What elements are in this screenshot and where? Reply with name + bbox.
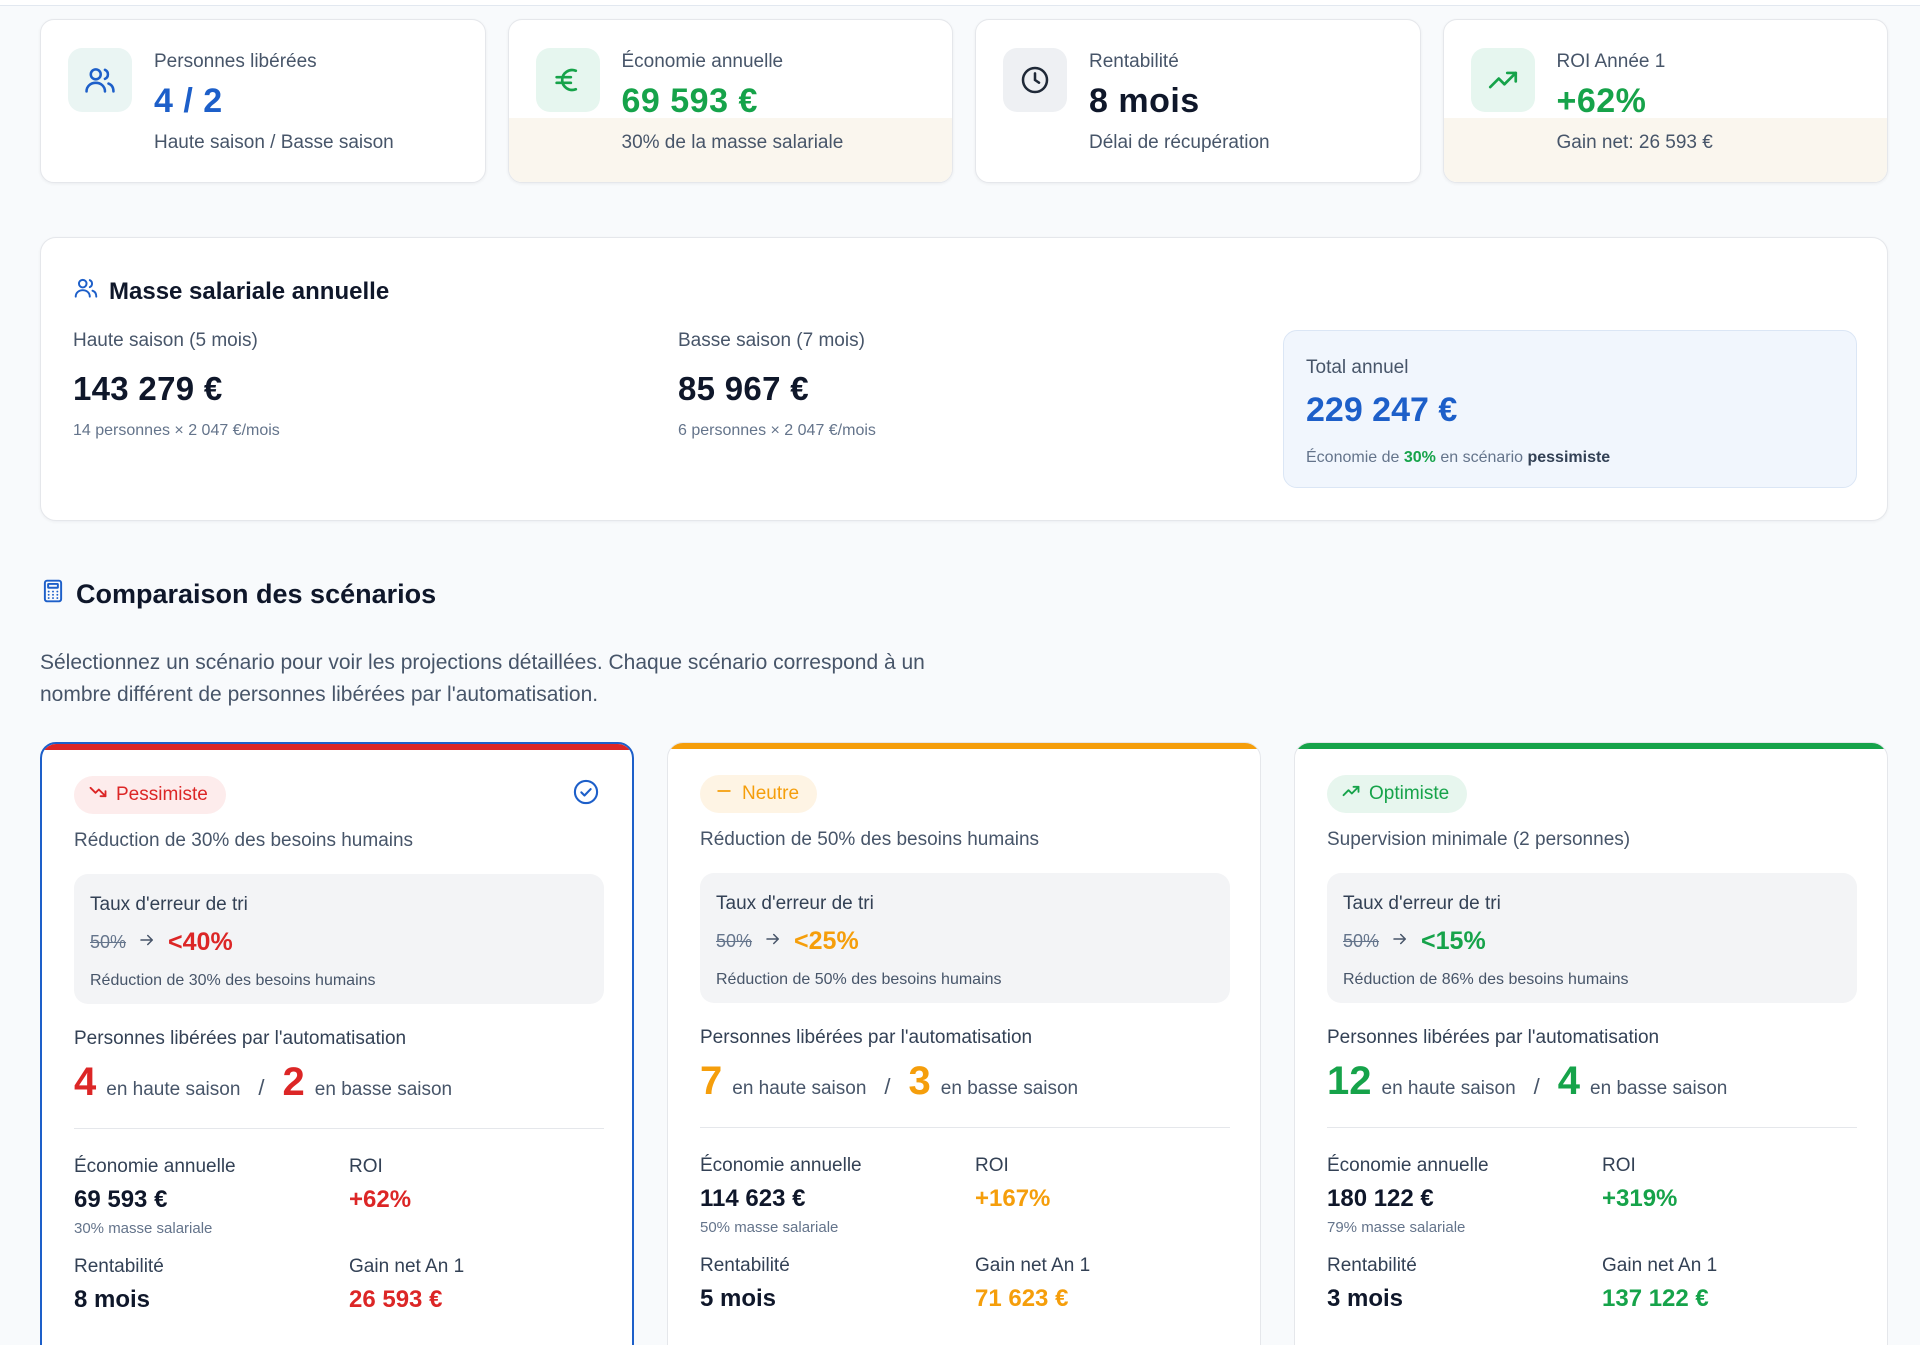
persons-label: Personnes libérées par l'automatisation — [1327, 1027, 1660, 1048]
total-note: Économie de 30% en scénario pessimiste — [1306, 449, 1611, 466]
kpi-value: 69 593 € — [621, 82, 758, 120]
users-icon — [73, 275, 99, 308]
basse-saison-column: Basse saison (7 mois) 85 967 € 6 personn… — [678, 330, 876, 440]
trending-down-icon — [88, 782, 108, 808]
metric-economie: Économie annuelle 69 593 € 30% masse sal… — [74, 1156, 236, 1237]
arrow-right-icon — [138, 931, 156, 954]
scenario-badge-optimiste: Optimiste — [1327, 775, 1468, 813]
trending-up-icon — [1341, 781, 1361, 807]
scenario-card-optimiste[interactable]: Optimiste Supervision minimale (2 person… — [1294, 742, 1888, 1345]
metric-roi: ROI +167% — [975, 1155, 1051, 1212]
error-rate-new: <15% — [1421, 927, 1486, 955]
kpi-subtext: 30% de la masse salariale — [621, 132, 844, 153]
total-annuel-box: Total annuel 229 247 € Économie de 30% e… — [1283, 330, 1857, 488]
comparaison-description: Sélectionnez un scénario pour voir les p… — [40, 651, 925, 706]
section-title-text: Masse salariale annuelle — [109, 277, 390, 305]
basse-saison-value: 85 967 € — [678, 370, 809, 407]
scenario-badge-neutre: Neutre — [700, 775, 818, 813]
scenario-badge-pessimiste: Pessimiste — [74, 776, 226, 814]
haute-saison-note: 14 personnes × 2 047 €/mois — [73, 422, 280, 439]
persons-basse: 4 — [1557, 1059, 1581, 1103]
section-title-text: Comparaison des scénarios — [76, 579, 437, 609]
haute-saison-label: Haute saison (5 mois) — [73, 330, 258, 351]
masse-title: Masse salariale annuelle — [73, 275, 389, 308]
persons-haute: 4 — [74, 1060, 97, 1104]
kpi-value: 4 / 2 — [154, 82, 223, 120]
scenario-card-pessimiste[interactable]: Pessimiste Réduction de 30% des besoins … — [40, 742, 634, 1345]
error-rate-title: Taux d'erreur de tri — [716, 893, 874, 914]
kpi-row: Personnes libérées 4 / 2 Haute saison / … — [40, 19, 1888, 183]
persons-label: Personnes libérées par l'automatisation — [700, 1027, 1033, 1048]
error-rate-title: Taux d'erreur de tri — [1343, 893, 1501, 914]
basse-saison-label: Basse saison (7 mois) — [678, 330, 865, 351]
persons-basse: 3 — [908, 1059, 931, 1103]
kpi-subtext: Délai de récupération — [1089, 132, 1270, 153]
metric-rentabilite: Rentabilité 5 mois — [700, 1255, 790, 1312]
persons-haute: 7 — [700, 1059, 723, 1103]
euro-icon — [535, 48, 600, 112]
calculator-icon — [40, 578, 66, 611]
haute-saison-column: Haute saison (5 mois) 143 279 € 14 perso… — [73, 330, 280, 440]
error-rate-old: 50% — [1343, 931, 1380, 951]
users-icon — [68, 48, 132, 112]
check-circle-icon — [572, 778, 600, 811]
kpi-value: +62% — [1556, 82, 1647, 120]
scenario-description: Réduction de 30% des besoins humains — [74, 830, 414, 851]
kpi-card-roi: ROI Année 1 +62% Gain net: 26 593 € — [1442, 19, 1888, 183]
kpi-label: Rentabilité — [1089, 51, 1179, 72]
error-rate-note: Réduction de 30% des besoins humains — [90, 972, 376, 989]
kpi-label: Économie annuelle — [621, 51, 784, 72]
kpi-label: ROI Année 1 — [1556, 51, 1666, 72]
metric-economie: Économie annuelle 114 623 € 50% masse sa… — [700, 1155, 862, 1236]
error-rate-title: Taux d'erreur de tri — [90, 894, 248, 915]
error-rate-box: Taux d'erreur de tri 50% <25% Réduction … — [700, 873, 1230, 1003]
metric-rentabilite: Rentabilité 8 mois — [74, 1256, 164, 1313]
metric-gain: Gain net An 1 26 593 € — [349, 1256, 465, 1313]
persons-basse: 2 — [282, 1060, 305, 1104]
top-border — [0, 0, 1920, 6]
metric-economie: Économie annuelle 180 122 € 79% masse sa… — [1327, 1155, 1489, 1236]
kpi-subtext: Haute saison / Basse saison — [154, 132, 394, 153]
kpi-card-rentabilite: Rentabilité 8 mois Délai de récupération — [975, 19, 1421, 183]
scenario-description: Réduction de 50% des besoins humains — [700, 829, 1040, 850]
error-rate-new: <40% — [168, 928, 233, 956]
error-rate-new: <25% — [794, 927, 859, 955]
metric-roi: ROI +319% — [1602, 1155, 1678, 1212]
error-rate-box: Taux d'erreur de tri 50% <15% Réduction … — [1327, 873, 1857, 1003]
metric-gain: Gain net An 1 71 623 € — [975, 1255, 1091, 1312]
masse-salariale-card: Masse salariale annuelle Haute saison (5… — [40, 237, 1888, 521]
total-label: Total annuel — [1306, 357, 1409, 378]
kpi-card-personnes: Personnes libérées 4 / 2 Haute saison / … — [40, 19, 486, 183]
kpi-card-economie: Économie annuelle 69 593 € 30% de la mas… — [507, 19, 953, 183]
arrow-right-icon — [764, 930, 782, 953]
haute-saison-value: 143 279 € — [73, 370, 223, 407]
arrow-right-icon — [1391, 930, 1409, 953]
persons-haute: 12 — [1327, 1059, 1372, 1103]
metric-roi: ROI +62% — [349, 1156, 412, 1213]
persons-row: 7 en haute saison / 3 en basse saison — [700, 1059, 1079, 1103]
metric-rentabilite: Rentabilité 3 mois — [1327, 1255, 1417, 1312]
persons-label: Personnes libérées par l'automatisation — [74, 1028, 407, 1049]
error-rate-box: Taux d'erreur de tri 50% <40% Réduction … — [74, 874, 604, 1004]
kpi-subtext: Gain net: 26 593 € — [1556, 132, 1713, 153]
error-rate-old: 50% — [716, 931, 753, 951]
trending-up-icon — [1470, 48, 1535, 112]
comparaison-title: Comparaison des scénarios — [40, 578, 436, 611]
total-value: 229 247 € — [1306, 391, 1458, 429]
persons-row: 12 en haute saison / 4 en basse saison — [1327, 1059, 1728, 1103]
error-rate-old: 50% — [90, 932, 127, 952]
basse-saison-note: 6 personnes × 2 047 €/mois — [678, 422, 876, 439]
scenario-description: Supervision minimale (2 personnes) — [1327, 829, 1631, 850]
persons-row: 4 en haute saison / 2 en basse saison — [74, 1060, 453, 1104]
kpi-label: Personnes libérées — [154, 51, 317, 72]
scenario-card-neutre[interactable]: Neutre Réduction de 50% des besoins huma… — [667, 742, 1261, 1345]
minus-icon — [714, 781, 734, 807]
kpi-value: 8 mois — [1089, 82, 1200, 120]
metric-gain: Gain net An 1 137 122 € — [1602, 1255, 1718, 1312]
error-rate-note: Réduction de 86% des besoins humains — [1343, 971, 1629, 988]
error-rate-note: Réduction de 50% des besoins humains — [716, 971, 1002, 988]
clock-icon — [1003, 48, 1067, 112]
